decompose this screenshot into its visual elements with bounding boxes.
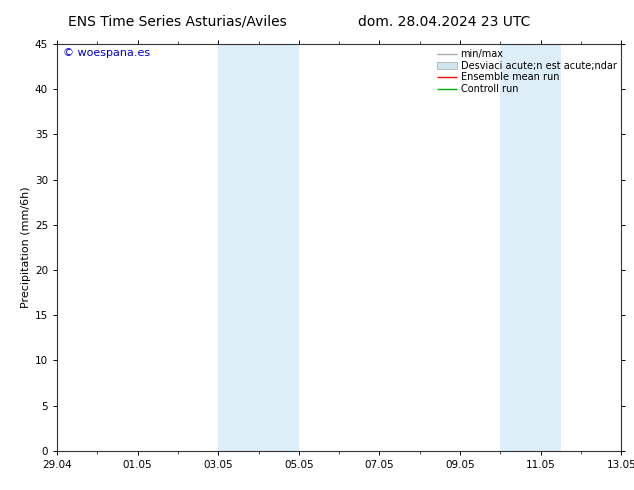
Y-axis label: Precipitation (mm/6h): Precipitation (mm/6h): [21, 187, 30, 308]
Text: dom. 28.04.2024 23 UTC: dom. 28.04.2024 23 UTC: [358, 15, 530, 29]
Bar: [218, 44, 299, 451]
Text: © woespana.es: © woespana.es: [63, 48, 150, 58]
Bar: [500, 44, 561, 451]
Legend: min/max, Desviaci acute;n est acute;ndar, Ensemble mean run, Controll run: min/max, Desviaci acute;n est acute;ndar…: [437, 49, 616, 94]
Text: ENS Time Series Asturias/Aviles: ENS Time Series Asturias/Aviles: [68, 15, 287, 29]
